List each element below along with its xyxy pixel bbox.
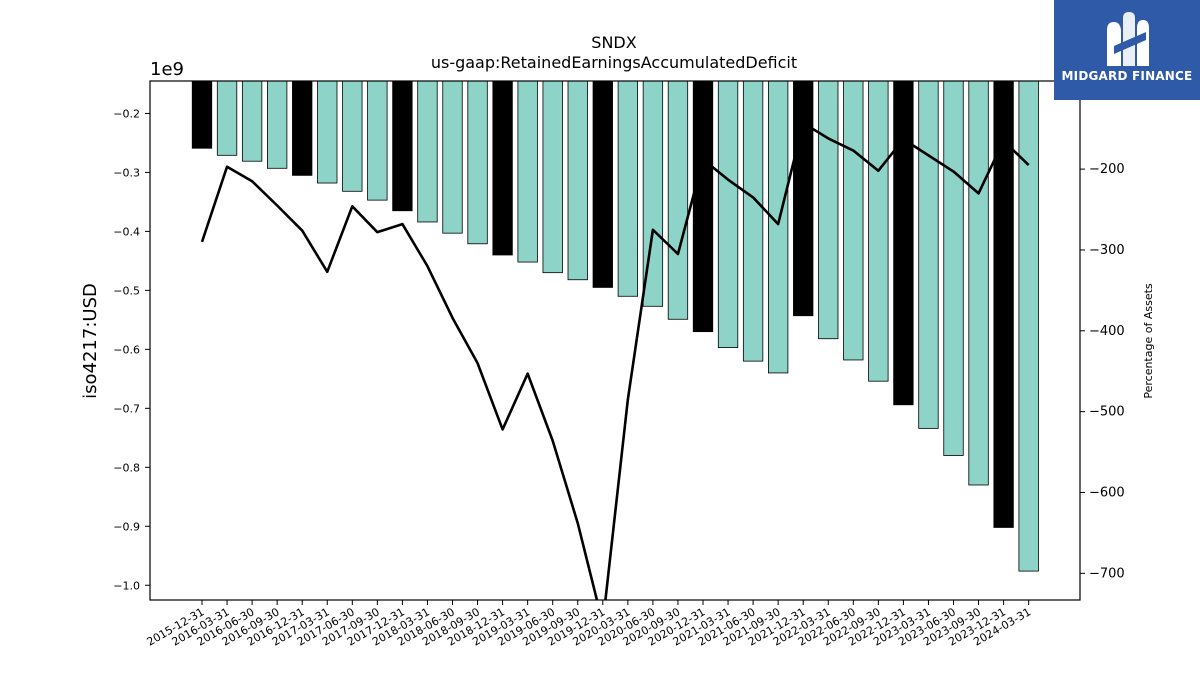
y2-tick-label: −400	[1089, 324, 1125, 339]
y2-tick-label: −300	[1089, 243, 1125, 258]
bar-2017-09-30	[367, 81, 388, 201]
bar-2018-03-31	[417, 81, 438, 223]
bar-2018-09-30	[467, 81, 488, 245]
bar-2024-03-31	[1018, 81, 1039, 572]
bar-2022-09-30	[868, 81, 889, 382]
bar-2019-09-30	[567, 81, 588, 281]
bar-2018-06-30	[442, 81, 463, 234]
y2-tick-label: −600	[1089, 485, 1125, 500]
y-tick-label: −1.0	[113, 579, 140, 592]
bar-2020-03-31	[617, 81, 638, 297]
bar-2023-06-30	[943, 81, 964, 456]
y-tick-label: −0.8	[113, 461, 140, 474]
bar-2022-06-30	[843, 81, 864, 361]
y-tick-label: −0.6	[113, 343, 140, 356]
y-tick-label: −0.2	[113, 107, 140, 120]
bar-2016-03-31	[216, 81, 238, 156]
bar-2019-06-30	[542, 81, 563, 274]
bar-2022-12-31	[893, 81, 914, 406]
percentage-of-assets-line	[200, 121, 1030, 600]
y-axis-label: iso4217:USD	[80, 283, 101, 399]
y2-tick-label: −700	[1089, 566, 1125, 581]
bar-2015-12-31	[191, 81, 213, 149]
y-tick-label: −0.7	[113, 402, 140, 415]
x-axis: 2015-12-312016-03-312016-06-302016-09-30…	[145, 600, 1033, 649]
bar-2019-03-31	[517, 81, 538, 263]
bar-2017-03-31	[317, 81, 338, 184]
bar-2018-12-31	[492, 81, 513, 256]
bar-2017-12-31	[392, 81, 413, 212]
bar-2023-12-31	[993, 81, 1014, 528]
bar-2021-06-30	[742, 81, 764, 362]
brand-logo-icon	[1107, 12, 1149, 66]
bar-2023-09-30	[968, 81, 989, 486]
brand-logo: MIDGARD FINANCE	[1054, 0, 1200, 100]
y-tick-label: −0.5	[113, 284, 140, 297]
line-series-group	[200, 121, 1030, 600]
bar-2019-12-31	[592, 81, 613, 288]
brand-name: MIDGARD FINANCE	[1061, 69, 1193, 83]
y2-tick-label: −500	[1089, 405, 1125, 420]
y-axis: −1.0 −0.9 −0.8 −0.7 −0.6 −0.5 −0.4 −0.3 −0.2	[113, 107, 150, 592]
bar-2016-09-30	[266, 81, 288, 169]
bar-2016-12-31	[292, 81, 313, 176]
bar-2017-06-30	[342, 81, 363, 192]
bar-2022-03-31	[818, 81, 839, 340]
y2-tick-label: −200	[1089, 162, 1125, 177]
bar-2021-09-30	[768, 81, 789, 374]
bar-2016-06-30	[241, 81, 263, 162]
y-axis-multiplier: 1e9	[150, 59, 184, 80]
y-tick-label: −0.9	[113, 520, 140, 533]
bar-2020-09-30	[667, 81, 689, 320]
bar-2020-06-30	[642, 81, 664, 307]
y-tick-label: −0.4	[113, 225, 140, 238]
chart-title: SNDX	[591, 33, 636, 52]
y-tick-label: −0.3	[113, 166, 140, 179]
bar-series	[191, 81, 1039, 572]
bar-2023-03-31	[918, 81, 939, 429]
bar-2021-03-31	[717, 81, 739, 348]
y2-axis: −700 −600 −500 −400 −300 −200	[1080, 162, 1125, 581]
bar-2021-12-31	[793, 81, 814, 317]
plot-frame	[149, 80, 1081, 601]
y2-axis-label: Percentage of Assets	[1142, 283, 1155, 399]
bar-2020-12-31	[692, 81, 714, 333]
chart-subtitle: us-gaap:RetainedEarningsAccumulatedDefic…	[431, 53, 797, 72]
